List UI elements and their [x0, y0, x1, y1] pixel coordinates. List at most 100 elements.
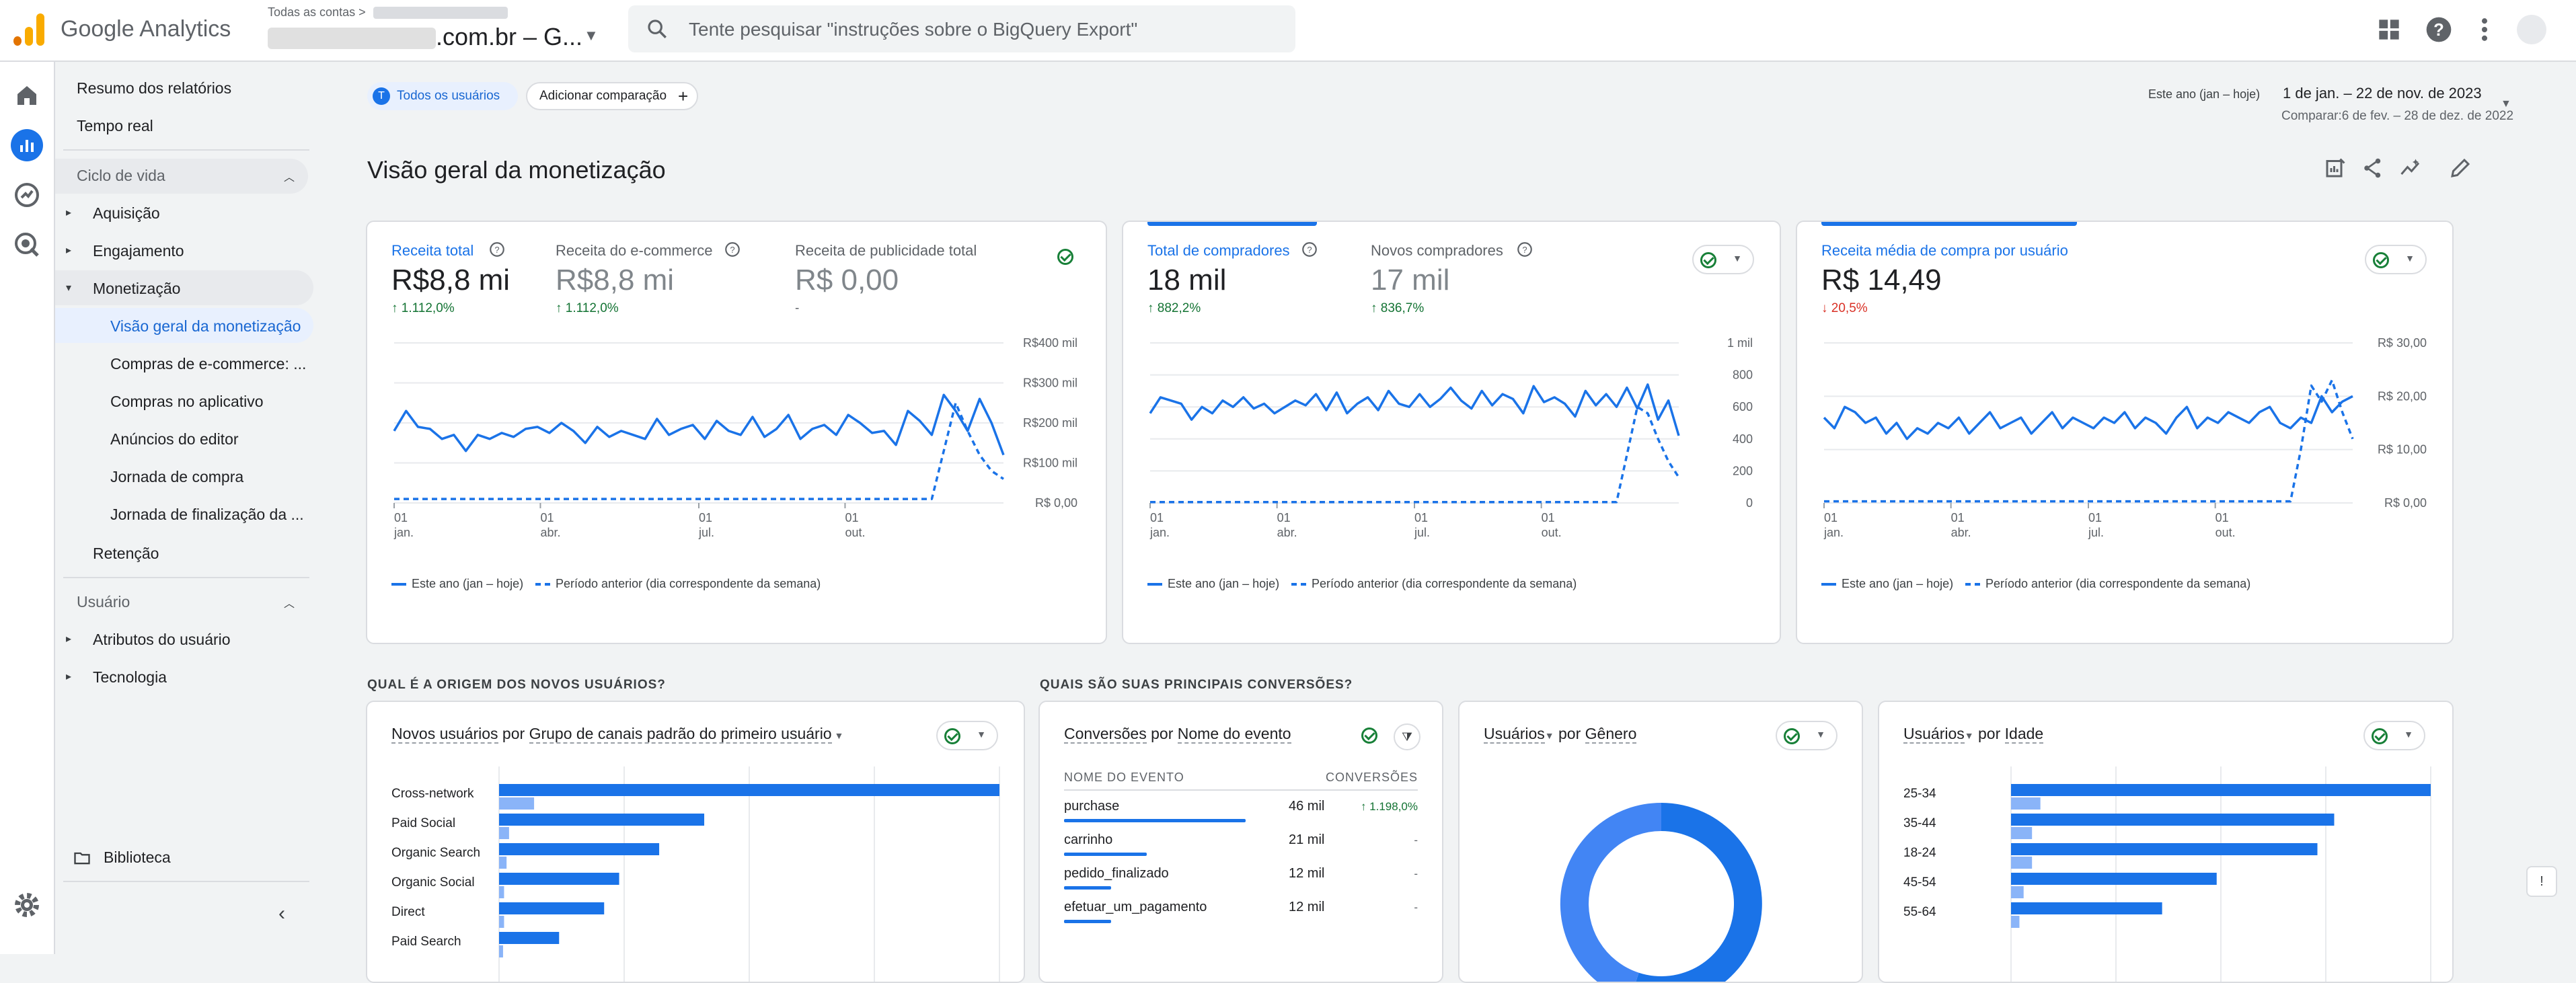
chart-options-button[interactable]: ▼	[1692, 245, 1754, 274]
x-tick-label: abr.	[1277, 526, 1297, 539]
filter-icon[interactable]: ⧩	[1394, 723, 1420, 750]
search-bar[interactable]: Tente pesquisar "instruções sobre o BigQ…	[628, 5, 1295, 52]
property-selector[interactable]: .com.br – G...	[268, 23, 582, 51]
x-tick-label: 01	[699, 511, 712, 524]
chevron-up-icon[interactable]: ︿	[284, 172, 295, 184]
metric-ecommerce-revenue-value: R$8,8 mi	[556, 264, 675, 297]
conversion-event-name[interactable]: pedido_finalizado	[1064, 866, 1169, 881]
apps-grid-icon[interactable]	[2374, 15, 2404, 44]
date-range-label[interactable]: Este ano (jan – hoje)	[2148, 87, 2261, 101]
conversion-change: -	[1414, 834, 1418, 847]
donut-slice-female	[1636, 803, 1762, 982]
account-breadcrumb[interactable]: Todas as contas >	[268, 5, 508, 19]
help-icon[interactable]: ?	[2424, 15, 2454, 44]
analytics-logo[interactable]	[13, 13, 46, 46]
channel-card-title[interactable]: Novos usuários por Grupo de canais padrã…	[391, 725, 844, 744]
metric-total-buyers-label[interactable]: Total de compradores	[1147, 242, 1290, 259]
y-tick-label: 400	[1733, 432, 1753, 446]
x-tick-label: jul.	[1414, 526, 1430, 539]
chevron-right-icon[interactable]: ▸	[66, 245, 72, 256]
help-circle-icon[interactable]: ?	[1301, 241, 1318, 258]
edit-pencil-icon[interactable]	[2448, 156, 2472, 180]
nav-group-lifecycle[interactable]	[55, 159, 308, 194]
date-range-value[interactable]: 1 de jan. – 22 de nov. de 2023	[2283, 85, 2482, 102]
nav-monetization-overview[interactable]: Visão geral da monetização	[110, 317, 301, 335]
metric-ad-revenue-label[interactable]: Receita de publicidade total	[795, 242, 977, 259]
check-circle-icon[interactable]	[1057, 249, 1073, 265]
age-card-title[interactable]: Usuários▼ por Idade	[1903, 725, 2044, 744]
x-tick-label: 01	[845, 511, 858, 524]
metric-ecommerce-revenue-label[interactable]: Receita do e-commerce	[556, 242, 713, 259]
nav-lifecycle-label[interactable]: Ciclo de vida	[77, 167, 165, 184]
nav-purchase-journey[interactable]: Jornada de compra	[110, 468, 244, 485]
reports-icon[interactable]	[11, 129, 43, 161]
collapse-nav-icon[interactable]: ‹	[278, 902, 285, 925]
conversion-event-name[interactable]: purchase	[1064, 799, 1120, 814]
svg-text:?: ?	[1307, 245, 1312, 255]
nav-tech[interactable]: Tecnologia	[93, 668, 167, 686]
segment-chip[interactable]: T Todos os usuários	[367, 82, 518, 110]
chevron-right-icon[interactable]: ▸	[66, 207, 72, 219]
nav-ecommerce-purchases[interactable]: Compras de e-commerce: ...	[110, 355, 307, 372]
help-circle-icon[interactable]: ?	[724, 241, 741, 258]
nav-user-group[interactable]: Usuário	[77, 593, 130, 611]
conversion-event-name[interactable]: carrinho	[1064, 832, 1113, 847]
help-circle-icon[interactable]: ?	[1516, 241, 1533, 258]
nav-engagement[interactable]: Engajamento	[93, 242, 184, 260]
nav-checkout-journey[interactable]: Jornada de finalização da ...	[110, 506, 304, 523]
nav-publisher-ads[interactable]: Anúncios do editor	[110, 430, 239, 448]
chevron-right-icon[interactable]: ▸	[66, 633, 72, 645]
chart-options-button[interactable]: ▼	[2363, 721, 2425, 750]
add-comparison-button[interactable]: Adicionar comparação +	[526, 82, 698, 110]
share-icon[interactable]	[2361, 156, 2385, 180]
chevron-down-icon[interactable]: ▼	[2501, 98, 2511, 110]
date-compare-value[interactable]: Comparar:6 de fev. – 28 de dez. de 2022	[2281, 109, 2514, 123]
insights-icon[interactable]	[2398, 156, 2423, 180]
chevron-up-icon[interactable]: ︿	[284, 598, 295, 610]
conversion-event-name[interactable]: efetuar_um_pagamento	[1064, 900, 1207, 914]
advertising-icon[interactable]	[11, 229, 43, 261]
chevron-down-icon[interactable]: ▼	[584, 27, 599, 44]
x-tick-label: 01	[1824, 511, 1838, 524]
chart-options-button[interactable]: ▼	[936, 721, 998, 750]
nav-in-app-purchases[interactable]: Compras no aplicativo	[110, 393, 264, 410]
conversion-bar	[1064, 920, 1112, 923]
col-conversions-header[interactable]: CONVERSÕES	[1325, 771, 1418, 784]
more-vert-icon[interactable]	[2470, 15, 2499, 44]
chart-options-button[interactable]: ▼	[1776, 721, 1838, 750]
nav-acquisition[interactable]: Aquisição	[93, 204, 160, 222]
chevron-right-icon[interactable]: ▸	[66, 671, 72, 682]
customize-report-icon[interactable]	[2323, 156, 2347, 180]
nav-realtime[interactable]: Tempo real	[77, 117, 153, 134]
conversions-card-title[interactable]: Conversões por Nome do evento	[1064, 725, 1291, 744]
help-circle-icon[interactable]: ?	[488, 241, 506, 258]
nav-monetization[interactable]: Monetização	[93, 280, 181, 297]
chart-options-button[interactable]: ▼	[2365, 245, 2427, 274]
metric-new-buyers-label[interactable]: Novos compradores	[1371, 242, 1503, 259]
check-circle-icon[interactable]	[1361, 728, 1377, 744]
nav-monetization-overview-highlight	[55, 308, 313, 343]
col-event-header[interactable]: NOME DO EVENTO	[1064, 771, 1184, 784]
home-icon[interactable]	[11, 79, 43, 112]
nav-library[interactable]: Biblioteca	[104, 849, 171, 866]
bar-previous	[499, 916, 504, 928]
metric-avg-revenue-label[interactable]: Receita média de compra por usuário	[1821, 242, 2068, 259]
bar-current	[2011, 814, 2335, 826]
avatar[interactable]	[2517, 15, 2546, 44]
nav-reports-snapshot[interactable]: Resumo dos relatórios	[77, 79, 232, 97]
gender-card-title[interactable]: Usuários▼ por Gênero	[1484, 725, 1637, 744]
settings-gear-icon[interactable]	[11, 889, 43, 921]
svg-text:?: ?	[730, 245, 734, 255]
search-input[interactable]: Tente pesquisar "instruções sobre o BigQ…	[689, 19, 1138, 40]
nav-retention[interactable]: Retenção	[93, 545, 159, 562]
app-title: Google Analytics	[61, 16, 231, 42]
series-line-previous	[1824, 379, 2354, 503]
bar-previous	[499, 945, 503, 957]
feedback-icon[interactable]: !	[2526, 866, 2557, 897]
bar-previous	[2011, 886, 2024, 898]
explore-icon[interactable]	[11, 179, 43, 211]
section-origin-heading: QUAL É A ORIGEM DOS NOVOS USUÁRIOS?	[367, 678, 666, 692]
metric-total-revenue-label[interactable]: Receita total	[391, 242, 474, 259]
chevron-down-icon[interactable]: ▾	[66, 282, 72, 294]
nav-user-attributes[interactable]: Atributos do usuário	[93, 631, 231, 648]
